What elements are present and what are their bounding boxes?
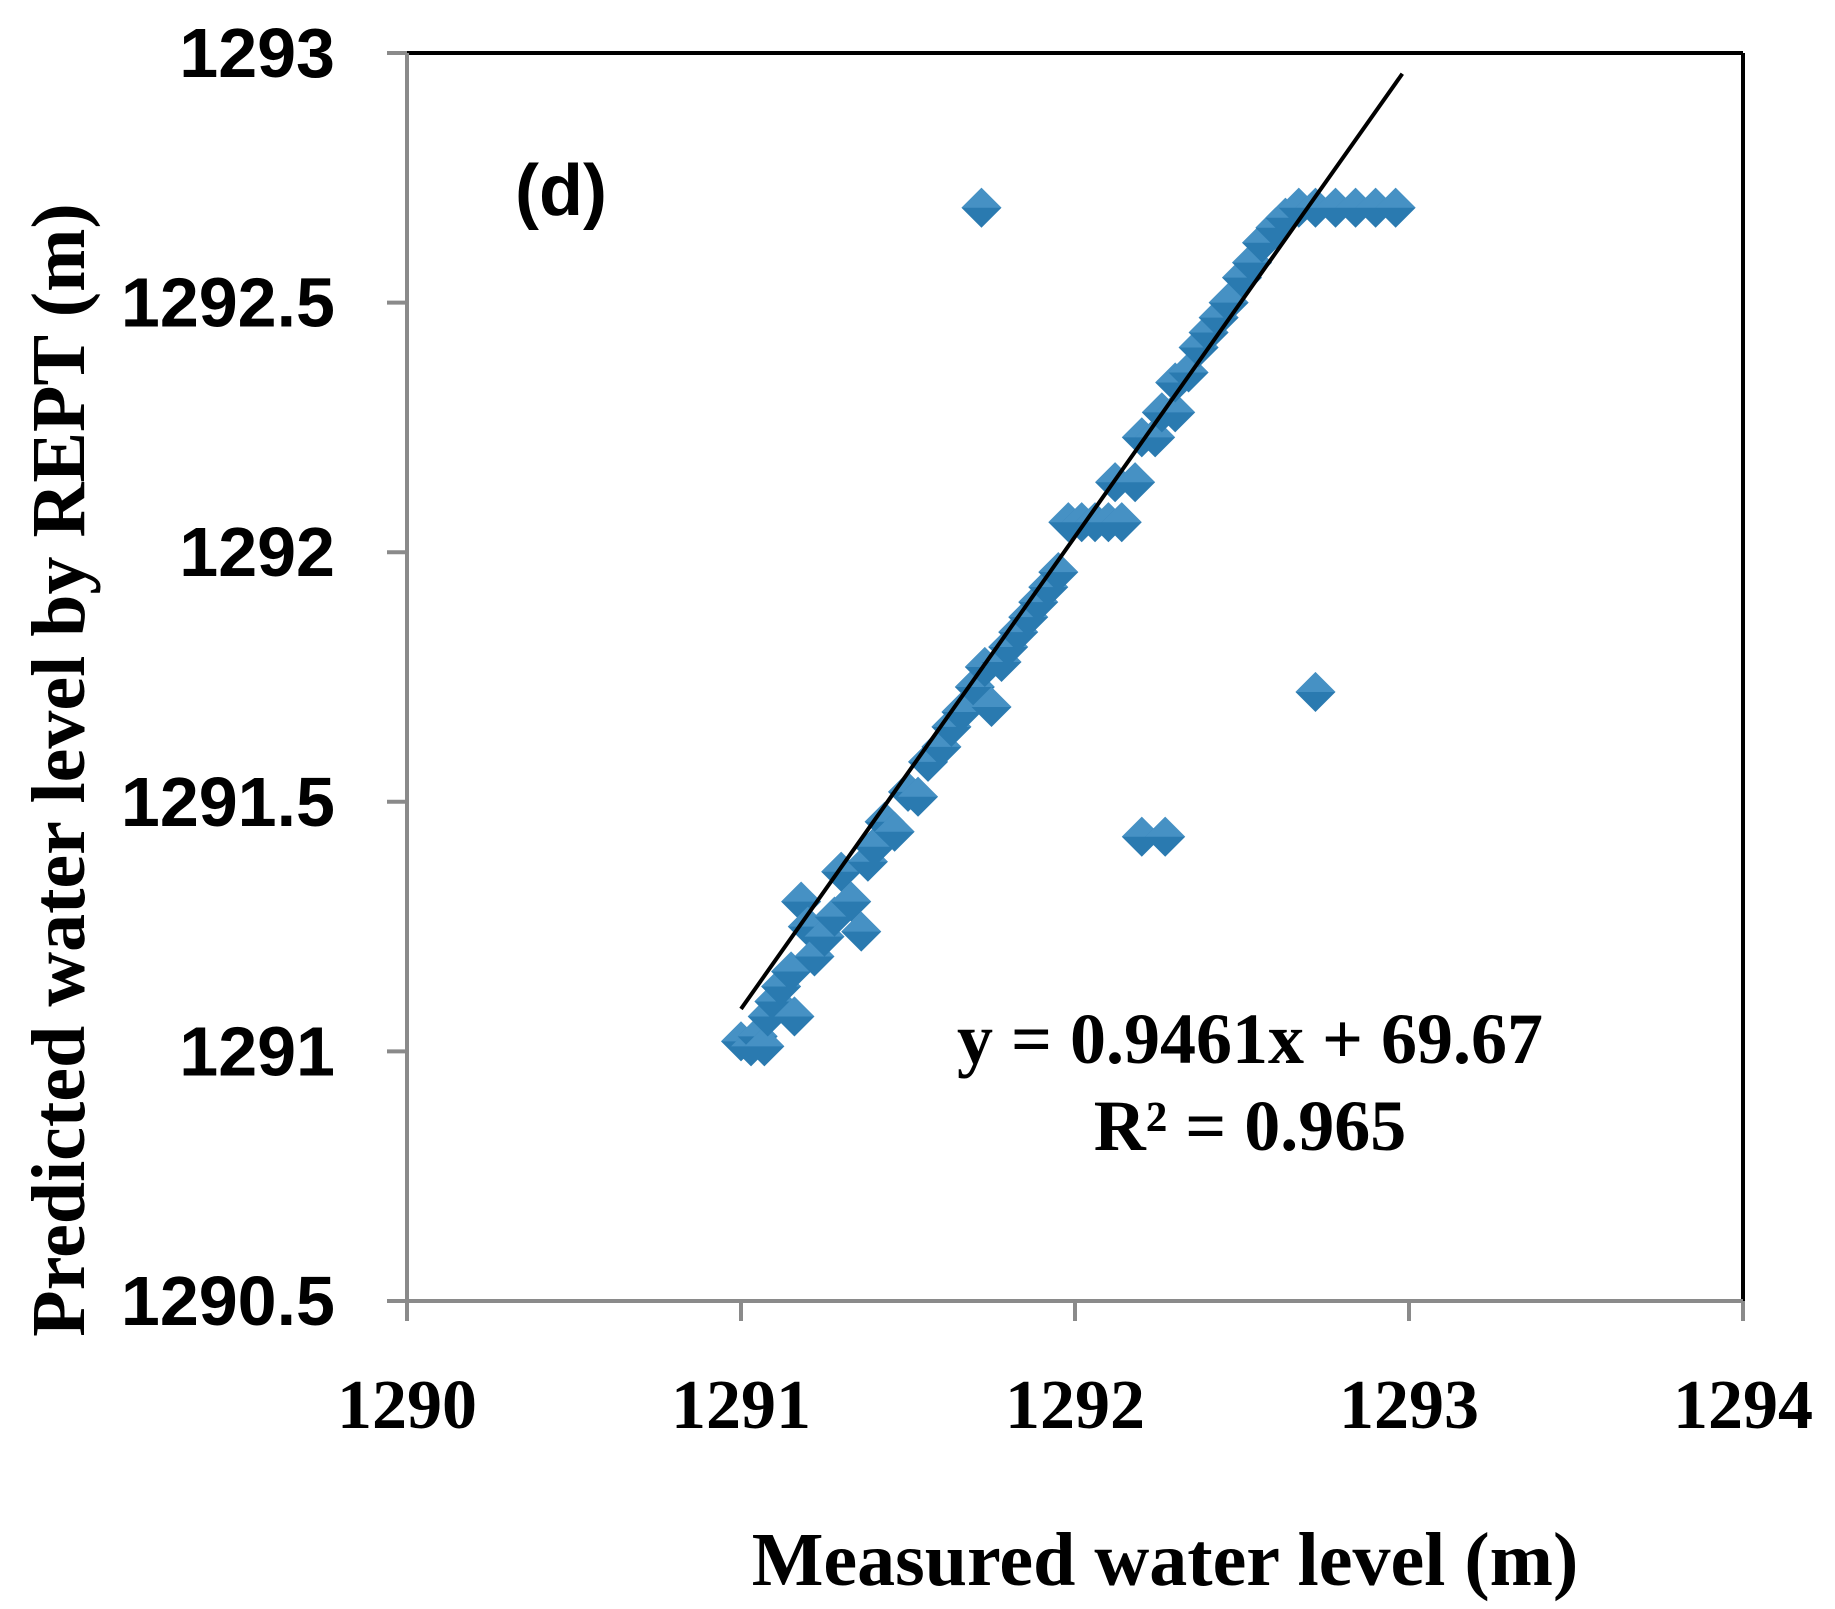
panel-label: (d) — [515, 151, 607, 231]
trendline — [739, 72, 1404, 1011]
data-point — [1145, 816, 1186, 857]
data-points — [721, 187, 1416, 1067]
x-tick-label: 1291 — [671, 1367, 811, 1444]
data-point — [1115, 462, 1156, 503]
x-tick-label: 1294 — [1673, 1367, 1813, 1444]
y-tick-label: 1292 — [179, 513, 335, 591]
data-point — [774, 996, 815, 1037]
y-tick-label: 1291.5 — [121, 763, 335, 841]
data-point — [841, 911, 882, 952]
x-tick-label: 1290 — [337, 1367, 477, 1444]
x-axis-ticks: 1290 1291 1292 1293 1294 — [337, 1301, 1813, 1444]
trendline-group — [739, 72, 1404, 1011]
trendline-equation: y = 0.9461x + 69.67 — [957, 999, 1543, 1079]
data-point — [874, 811, 915, 852]
y-axis-ticks: 1290.5 1291 1291.5 1292 1292.5 1293 — [121, 14, 407, 1340]
y-tick-label: 1292.5 — [121, 264, 335, 342]
y-axis-title: Predicted water level by REPT (m) — [17, 203, 101, 1336]
data-point — [961, 187, 1002, 228]
plot-frame — [405, 51, 1745, 1303]
x-axis-title: Measured water level (m) — [752, 1518, 1579, 1602]
r-squared-label: R² = 0.965 — [1094, 1086, 1407, 1166]
data-point — [1101, 502, 1142, 543]
data-point — [1375, 187, 1416, 228]
data-point — [898, 776, 939, 817]
x-tick-label: 1293 — [1339, 1367, 1479, 1444]
data-point — [971, 686, 1012, 727]
data-point — [1295, 671, 1336, 712]
data-point — [744, 1026, 785, 1067]
x-tick-label: 1292 — [1005, 1367, 1145, 1444]
y-tick-label: 1291 — [179, 1012, 335, 1090]
y-tick-label: 1293 — [179, 14, 335, 92]
y-tick-label: 1290.5 — [121, 1262, 335, 1340]
